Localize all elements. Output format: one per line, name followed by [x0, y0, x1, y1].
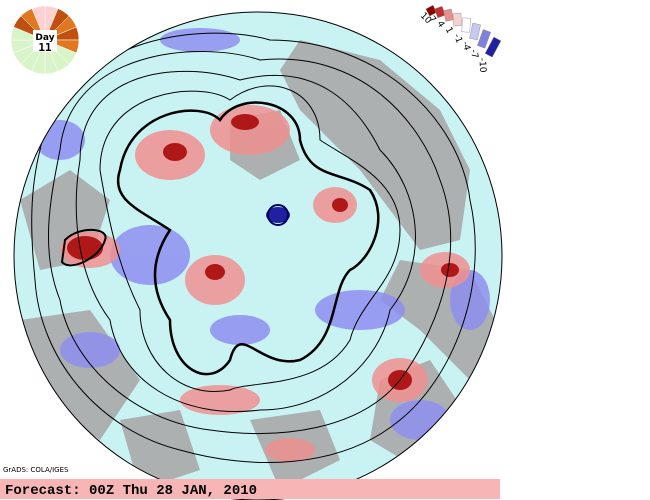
- footer-text: Forecast: 00Z Thu 28 JAN, 2010: [5, 483, 257, 499]
- footer-bar: [0, 479, 500, 499]
- legend-label: 4: [434, 19, 446, 29]
- legend-swatch: [461, 17, 471, 33]
- legend-swatch: [469, 22, 481, 41]
- day-box: [33, 30, 57, 52]
- legend-label: 7: [426, 14, 437, 25]
- legend-swatch: [477, 29, 491, 49]
- hemisphere-map: [14, 12, 502, 500]
- legend-label: -4: [460, 40, 472, 52]
- hemisphere-outline: [13, 11, 503, 500]
- legend-label: -7: [468, 49, 479, 59]
- day-number: 11: [38, 41, 52, 54]
- legend-swatch: [484, 36, 502, 58]
- legend-swatch: [443, 8, 454, 22]
- legend-swatch: [452, 12, 462, 27]
- legend-label: 1: [443, 26, 455, 36]
- credit: GrADS: COLA/IGES: [3, 466, 69, 474]
- legend-label: -10: [477, 58, 488, 73]
- day-label: Day: [35, 33, 54, 43]
- legend-label: -1: [451, 33, 464, 45]
